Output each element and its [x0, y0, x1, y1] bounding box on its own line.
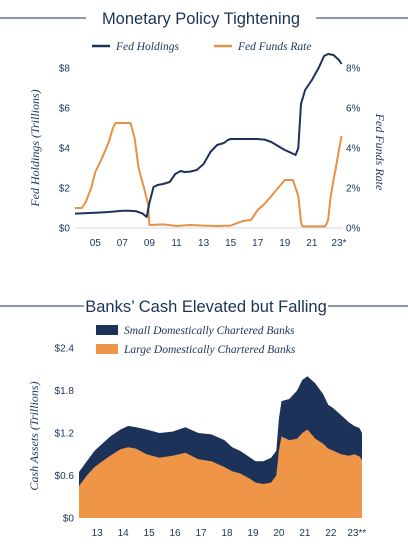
x-tick-label: 13	[198, 238, 210, 249]
legend-label-fed-holdings: Fed Holdings	[115, 41, 179, 53]
right-tick-label: 4%	[346, 144, 361, 155]
y-tick-label: $0.6	[55, 471, 75, 482]
chart1-left-axis-label: Fed Holdings (Trillions)	[28, 89, 42, 207]
area-large-banks	[79, 429, 362, 518]
x-tick-label: 13	[92, 528, 104, 539]
x-tick-label: 17	[195, 528, 207, 539]
right-tick-label: 0%	[346, 224, 361, 235]
y-tick-label: $2.4	[55, 344, 75, 355]
chart1-plot-area	[74, 53, 343, 228]
x-tick-label: 22	[325, 528, 337, 539]
chart1-title: Monetary Policy Tightening	[102, 10, 300, 28]
x-tick-label: 15	[225, 238, 237, 249]
chart1-x-ticks: 05 07 09 11 13 15 17 19 21 23*	[90, 238, 347, 249]
left-tick-label: $4	[59, 144, 71, 155]
x-tick-label: 07	[117, 238, 129, 249]
legend-label-small-banks: Small Domestically Chartered Banks	[124, 325, 295, 337]
left-tick-label: $0	[59, 224, 71, 235]
x-tick-label: 17	[252, 238, 264, 249]
chart-banks-cash: Banks’ Cash Elevated but Falling Small D…	[0, 298, 408, 539]
chart1-right-axis-label: Fed Funds Rate	[373, 113, 387, 191]
legend-label-large-banks: Large Domestically Chartered Banks	[123, 344, 296, 356]
chart1-left-ticks: $0 $2 $4 $6 $8	[59, 64, 71, 235]
chart1-right-ticks: 0% 2% 4% 6% 8%	[346, 64, 361, 235]
chart2-y-ticks: $0 $0.6 $1.2 $1.8 $2.4	[55, 344, 75, 525]
x-tick-label: 09	[144, 238, 156, 249]
chart2-y-axis-label: Cash Assets (Trillions)	[27, 381, 41, 490]
x-tick-label: 05	[90, 238, 102, 249]
right-tick-label: 2%	[346, 184, 361, 195]
x-tick-label: 23*	[331, 238, 346, 249]
series-line-fed-funds-rate	[75, 122, 343, 228]
x-tick-label: 19	[247, 528, 259, 539]
legend-swatch-small-banks	[96, 325, 118, 335]
legend-swatch-large-banks	[96, 344, 118, 354]
chart1-legend: Fed Holdings Fed Funds Rate	[92, 41, 311, 53]
chart-monetary-policy: Monetary Policy Tightening Fed Holdings …	[0, 10, 408, 249]
x-tick-label: 15	[144, 528, 156, 539]
left-tick-label: $6	[59, 104, 71, 115]
y-tick-label: $1.2	[55, 429, 75, 440]
x-tick-label: 14	[118, 528, 130, 539]
chart2-plot-area	[79, 376, 362, 518]
x-tick-label: 19	[279, 238, 291, 249]
chart2-x-ticks: 13 14 15 16 17 18 19 20 21 22 23**	[92, 528, 367, 539]
right-tick-label: 8%	[346, 64, 361, 75]
left-tick-label: $2	[59, 184, 71, 195]
x-tick-label: 21	[299, 528, 311, 539]
x-tick-label: 21	[306, 238, 318, 249]
series-line-fed-holdings	[74, 53, 343, 218]
x-tick-label: 20	[273, 528, 285, 539]
y-tick-label: $0	[63, 514, 75, 525]
left-tick-label: $8	[59, 64, 71, 75]
legend-label-fed-funds-rate: Fed Funds Rate	[237, 41, 311, 53]
right-tick-label: 6%	[346, 104, 361, 115]
chart2-legend: Small Domestically Chartered Banks Large…	[96, 325, 296, 356]
x-tick-label: 23**	[347, 528, 366, 539]
x-tick-label: 16	[170, 528, 182, 539]
x-tick-label: 11	[171, 238, 182, 249]
chart2-title: Banks’ Cash Elevated but Falling	[85, 298, 327, 316]
y-tick-label: $1.8	[55, 386, 75, 397]
x-tick-label: 18	[221, 528, 233, 539]
